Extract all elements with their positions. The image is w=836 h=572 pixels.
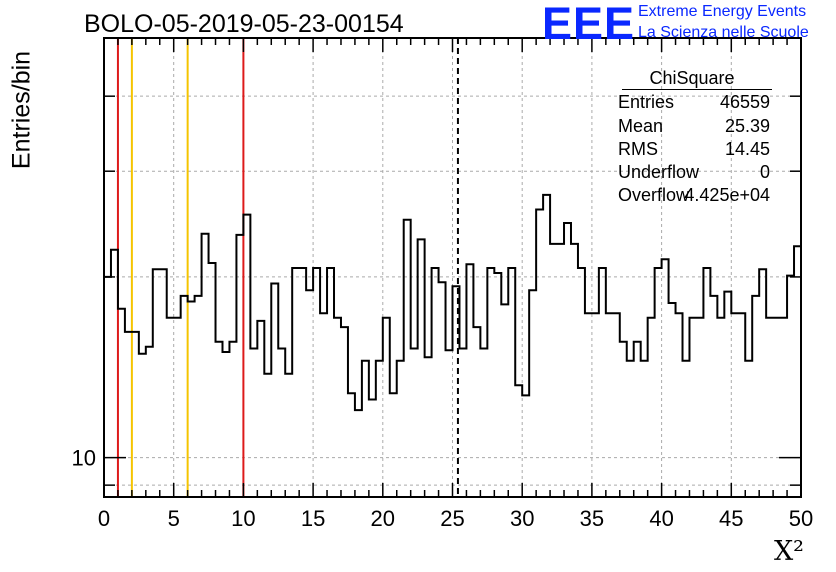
stats-value: 0	[759, 162, 770, 182]
x-tick-label: 25	[440, 506, 464, 531]
stats-value: 4.425e+04	[684, 185, 770, 205]
logo-text-line1: Extreme Energy Events	[638, 3, 807, 20]
stats-row-underflow: Underflow 0	[618, 162, 770, 184]
logo-text-line2: La Scienza nelle Scuole	[638, 24, 809, 41]
stats-key: Mean	[618, 116, 664, 136]
x-tick-label: 45	[719, 506, 743, 531]
x-tick-label: 35	[580, 506, 604, 531]
plot-title: BOLO-05-2019-05-23-00154	[84, 10, 404, 38]
stats-key: Entries	[618, 92, 675, 112]
stats-value: 46559	[719, 92, 770, 112]
x-tick-label: 20	[371, 506, 395, 531]
stats-value: 14.45	[724, 139, 770, 159]
x-tick-label: 15	[301, 506, 325, 531]
eee-logo: EEE	[542, 0, 636, 49]
x-tick-label: 50	[789, 506, 813, 531]
stats-row-mean: Mean 25.39	[618, 116, 770, 138]
x-axis-label: X²	[773, 536, 804, 567]
axis-ticks	[103, 38, 802, 497]
stats-key: Overflow	[618, 185, 690, 205]
stats-row-rms: RMS 14.45	[618, 139, 770, 161]
stats-title: ChiSquare	[649, 68, 735, 88]
stats-key: RMS	[618, 139, 658, 159]
stats-key: Underflow	[618, 162, 700, 182]
x-tick-label: 40	[649, 506, 673, 531]
x-tick-label: 0	[98, 506, 110, 531]
histogram-line	[104, 193, 801, 412]
y-tick-label: 10	[72, 446, 96, 471]
stats-row-entries: Entries 46559	[618, 92, 770, 114]
tick-labels: 0 5 10 15 20 25 30 35 40 45 50 10	[72, 446, 814, 531]
stats-box: ChiSquare Entries 46559 Mean 25.39 RMS 1…	[612, 68, 772, 208]
stats-value: 25.39	[724, 116, 770, 136]
x-tick-label: 5	[168, 506, 180, 531]
y-axis-label: Entries/bin	[7, 50, 36, 170]
reference-lines	[116, 38, 459, 497]
stats-divider	[622, 89, 772, 90]
x-tick-label: 30	[510, 506, 534, 531]
stats-row-overflow: Overflow 4.425e+04	[618, 185, 770, 207]
x-tick-label: 10	[231, 506, 255, 531]
